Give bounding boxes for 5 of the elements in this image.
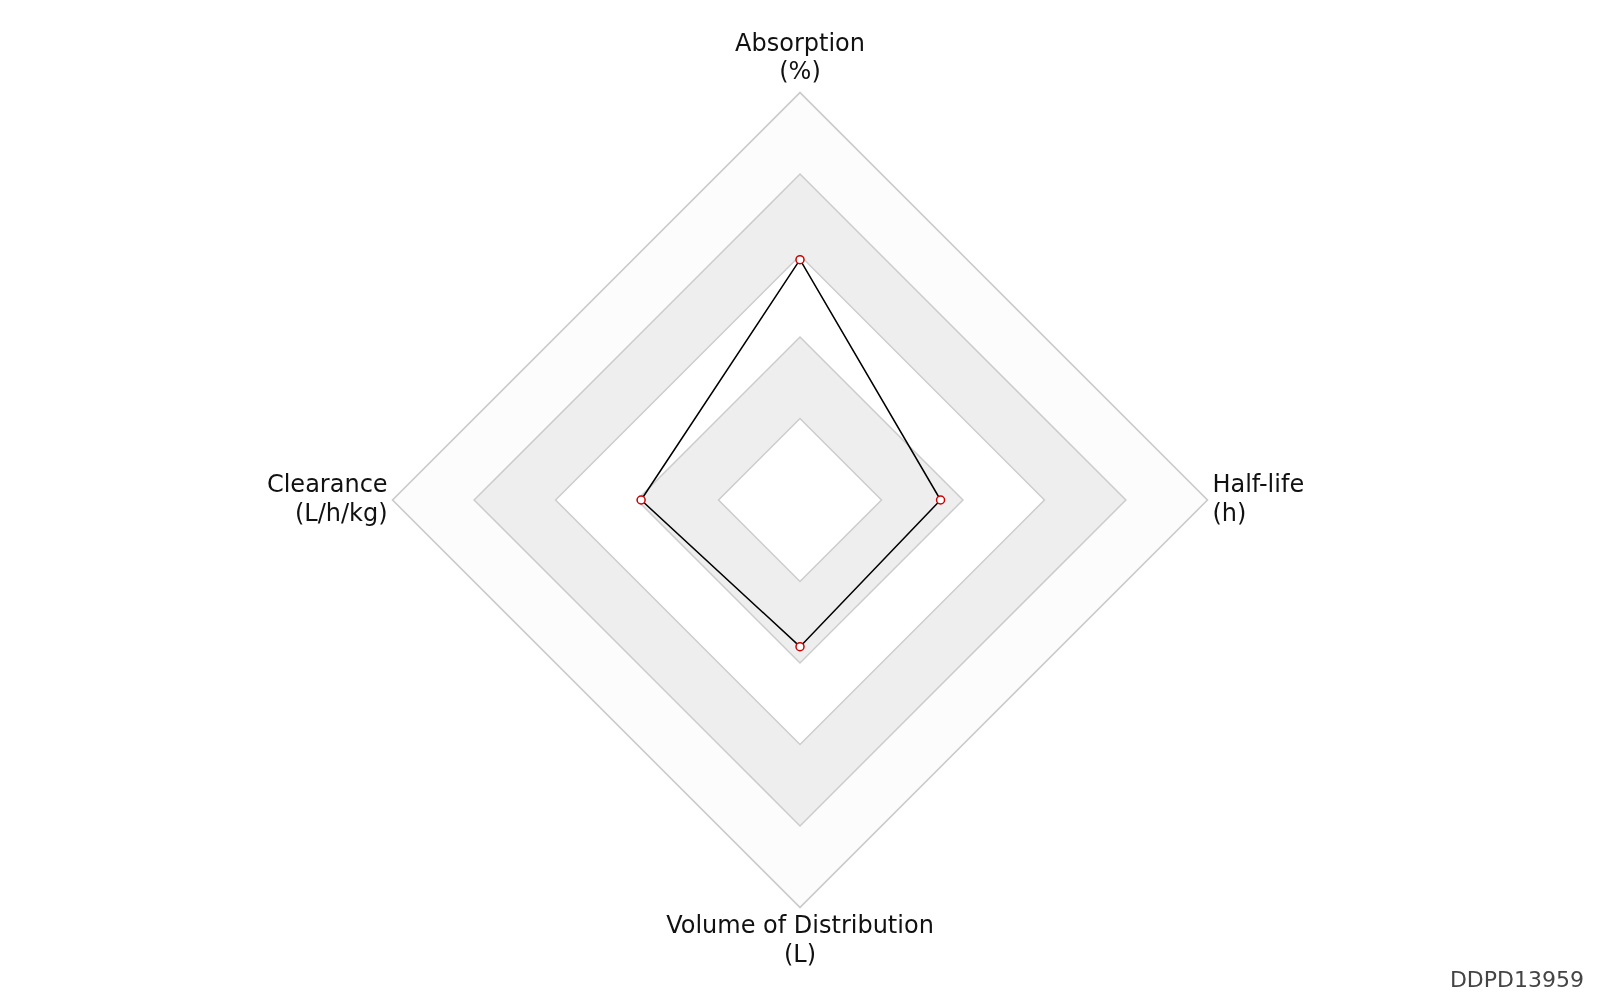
text: DDPD13959 bbox=[1449, 967, 1584, 992]
spoke-label: Half-life (h) bbox=[1212, 469, 1305, 527]
spoke-label: Volume of Distribution (L) bbox=[666, 911, 934, 968]
spoke-label: Clearance (L/h/kg) bbox=[266, 469, 388, 527]
spoke-label: Absorption (%) bbox=[735, 28, 865, 86]
